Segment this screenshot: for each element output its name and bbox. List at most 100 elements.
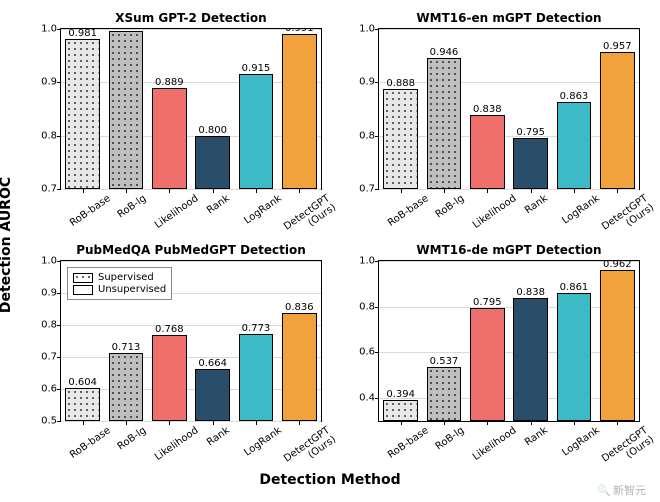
x-tick-label: RoB-lg bbox=[116, 425, 149, 452]
panel-xsum: XSum GPT-2 Detection0.70.80.91.00.9810.9… bbox=[60, 28, 322, 190]
x-tick-label: DetectGPT(Ours) bbox=[282, 425, 338, 474]
x-tick-label: RoB-lg bbox=[434, 425, 467, 452]
figure: Detection AUROC Detection Method XSum GP… bbox=[10, 6, 650, 484]
bar-rob_base: 0.604 bbox=[65, 388, 100, 421]
bar-rob_base: 0.888 bbox=[383, 89, 418, 189]
x-tick-label: Likelihood bbox=[153, 193, 201, 231]
x-tick-label: Rank bbox=[523, 425, 550, 448]
x-tick-label: Likelihood bbox=[471, 425, 519, 463]
bar-detectgpt: 0.836 bbox=[282, 313, 317, 421]
gridline bbox=[61, 189, 321, 190]
bar-detectgpt: 0.957 bbox=[600, 52, 635, 189]
legend: SupervisedUnsupervised bbox=[67, 267, 172, 300]
x-tick-label: Likelihood bbox=[153, 425, 201, 463]
bar-value-label: 0.838 bbox=[473, 104, 502, 116]
x-tick-mark bbox=[531, 421, 532, 425]
x-tick-label: LogRank bbox=[242, 425, 283, 459]
bar-likelihood: 0.838 bbox=[470, 115, 505, 189]
x-tick-mark bbox=[444, 421, 445, 425]
gridline bbox=[379, 189, 639, 190]
panel-title: XSum GPT-2 Detection bbox=[61, 11, 321, 25]
bar-value-label: 0.713 bbox=[112, 342, 141, 354]
bar-value-label: 0.800 bbox=[198, 125, 227, 137]
gridline bbox=[61, 421, 321, 422]
plot-area: 0.3940.5370.7950.8380.8610.962 bbox=[379, 261, 639, 421]
bar-value-label: 0.863 bbox=[560, 91, 589, 103]
x-tick-label: LogRank bbox=[560, 193, 601, 227]
x-tick-mark bbox=[213, 421, 214, 425]
x-tick-mark bbox=[299, 189, 300, 193]
bar-value-label: 0.861 bbox=[560, 282, 589, 294]
bar-value-label: 0.888 bbox=[386, 78, 415, 90]
bar-rob_lg: 0.713 bbox=[109, 353, 144, 421]
y-tick-mark bbox=[57, 421, 61, 422]
x-axis-label: Detection Method bbox=[259, 472, 400, 488]
bar-value-label: 0.915 bbox=[242, 63, 271, 75]
legend-label: Supervised bbox=[98, 272, 154, 283]
x-tick-mark bbox=[169, 189, 170, 193]
x-tick-mark bbox=[169, 421, 170, 425]
x-tick-mark bbox=[574, 421, 575, 425]
bar-value-label: 0.773 bbox=[242, 323, 271, 335]
panel-title: WMT16-de mGPT Detection bbox=[379, 243, 639, 257]
bar-value-label: 0.795 bbox=[516, 127, 545, 139]
bar-rank: 0.800 bbox=[195, 136, 230, 189]
x-tick-label: RoB-base bbox=[68, 193, 113, 229]
x-tick-mark bbox=[213, 189, 214, 193]
y-tick-mark bbox=[57, 189, 61, 190]
bar-value-label: 0.838 bbox=[516, 287, 545, 299]
bar-value-label: 0.795 bbox=[473, 297, 502, 309]
panel-title: WMT16-en mGPT Detection bbox=[379, 11, 639, 25]
x-tick-label: Rank bbox=[523, 193, 550, 216]
x-tick-mark bbox=[83, 421, 84, 425]
bar-value-label: 0.997 bbox=[112, 29, 141, 32]
bar-value-label: 0.836 bbox=[285, 302, 314, 314]
bar-likelihood: 0.889 bbox=[152, 88, 187, 189]
x-tick-mark bbox=[256, 421, 257, 425]
x-tick-label: RoB-lg bbox=[116, 193, 149, 220]
x-tick-mark bbox=[531, 189, 532, 193]
y-axis-label: Detection AUROC bbox=[0, 177, 14, 313]
bar-value-label: 0.664 bbox=[198, 358, 227, 370]
bar-logrank: 0.863 bbox=[557, 102, 592, 189]
x-tick-label: DetectGPT(Ours) bbox=[600, 193, 656, 242]
bar-value-label: 0.889 bbox=[155, 77, 184, 89]
x-tick-mark bbox=[401, 421, 402, 425]
bar-value-label: 0.991 bbox=[285, 29, 314, 35]
legend-item: Unsupervised bbox=[73, 284, 166, 295]
bar-value-label: 0.957 bbox=[603, 41, 632, 53]
legend-swatch bbox=[73, 273, 93, 283]
panel-wmt16-de: WMT16-de mGPT Detection0.40.60.81.00.394… bbox=[378, 260, 640, 422]
x-tick-label: DetectGPT(Ours) bbox=[600, 425, 656, 474]
x-tick-mark bbox=[256, 189, 257, 193]
x-tick-mark bbox=[617, 421, 618, 425]
x-tick-mark bbox=[126, 189, 127, 193]
x-tick-label: Likelihood bbox=[471, 193, 519, 231]
bar-rob_lg: 0.997 bbox=[109, 31, 144, 189]
bar-value-label: 0.981 bbox=[68, 29, 97, 40]
bar-detectgpt: 0.991 bbox=[282, 34, 317, 189]
bar-rank: 0.795 bbox=[513, 138, 548, 189]
bar-rank: 0.838 bbox=[513, 298, 548, 421]
bar-rob_lg: 0.946 bbox=[427, 58, 462, 189]
bar-value-label: 0.768 bbox=[155, 324, 184, 336]
x-tick-mark bbox=[299, 421, 300, 425]
bar-value-label: 0.962 bbox=[603, 261, 632, 271]
x-tick-label: LogRank bbox=[560, 425, 601, 459]
panel-pubmedqa: PubMedQA PubMedGPT Detection0.50.60.70.8… bbox=[60, 260, 322, 422]
bar-value-label: 0.394 bbox=[386, 389, 415, 401]
y-tick-mark bbox=[375, 189, 379, 190]
x-tick-label: RoB-base bbox=[68, 425, 113, 461]
x-tick-mark bbox=[487, 189, 488, 193]
x-tick-label: LogRank bbox=[242, 193, 283, 227]
plot-area: 0.9810.9970.8890.8000.9150.991 bbox=[61, 29, 321, 189]
legend-swatch bbox=[73, 285, 93, 295]
bar-rob_base: 0.394 bbox=[383, 400, 418, 421]
bar-rob_base: 0.981 bbox=[65, 39, 100, 189]
x-tick-label: Rank bbox=[205, 193, 232, 216]
x-tick-mark bbox=[574, 189, 575, 193]
bar-value-label: 0.604 bbox=[68, 377, 97, 389]
x-tick-mark bbox=[487, 421, 488, 425]
x-tick-label: DetectGPT(Ours) bbox=[282, 193, 338, 242]
bar-rank: 0.664 bbox=[195, 369, 230, 421]
